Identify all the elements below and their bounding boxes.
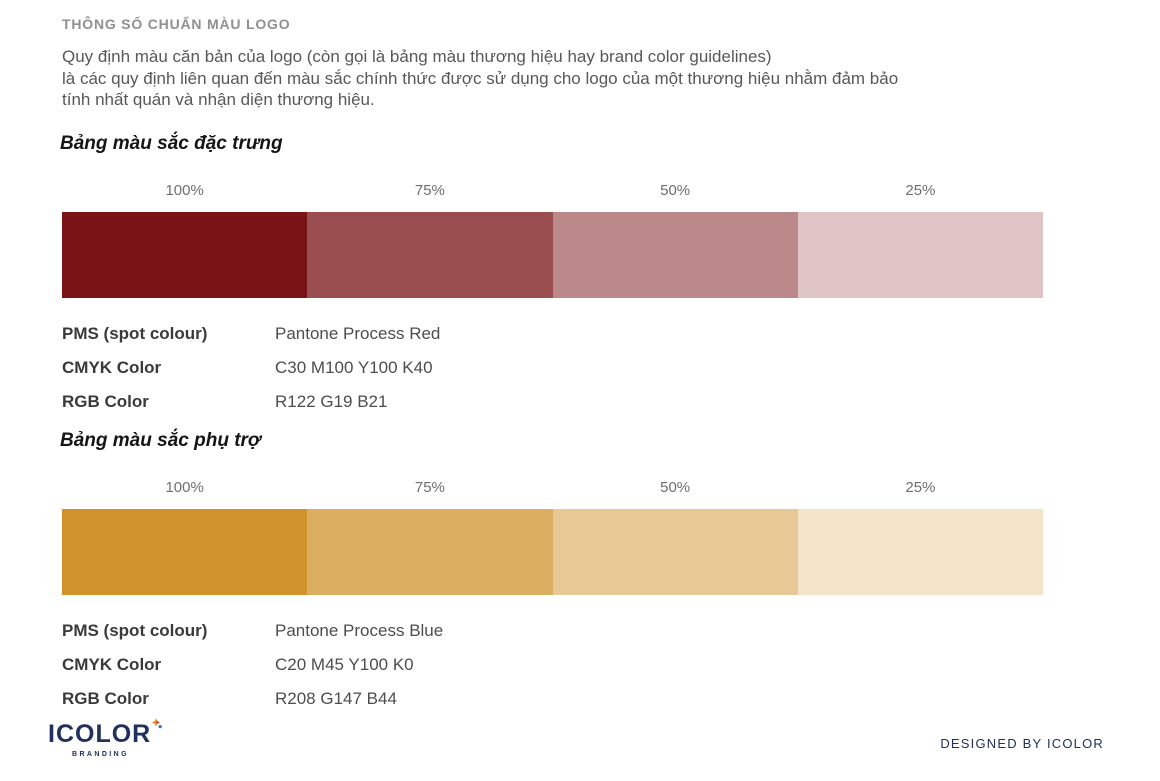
color-swatch-50 <box>552 211 798 298</box>
color-swatch-100 <box>62 211 308 298</box>
spec-row-pms: PMS (spot colour) Pantone Process Red <box>62 324 1160 344</box>
spec-label: PMS (spot colour) <box>62 323 208 343</box>
color-swatch-50 <box>552 508 798 595</box>
primary-color-specs: PMS (spot colour) Pantone Process Red CM… <box>62 324 1160 412</box>
tint-percent-label-75: 75% <box>414 478 445 496</box>
spec-value: Pantone Process Red <box>275 323 441 343</box>
intro-paragraph: Quy định màu căn bản của logo (còn gọi l… <box>62 47 899 109</box>
spec-value: C20 M45 Y100 K0 <box>275 654 414 674</box>
secondary-palette-section: Bảng màu sắc phụ trợ 100% 75% 50% 25% PM… <box>60 429 1160 709</box>
color-swatch-25 <box>797 508 1043 595</box>
designed-by-credit: DESIGNED BY ICOLOR <box>940 736 1104 751</box>
spec-row-rgb: RGB Color R122 G19 B21 <box>62 392 1160 412</box>
spec-label: CMYK Color <box>62 357 162 377</box>
spec-value: Pantone Process Blue <box>275 620 444 640</box>
document-title: THÔNG SỐ CHUẨN MÀU LOGO <box>62 16 291 32</box>
tint-percent-label-50: 50% <box>660 181 691 199</box>
primary-tint-bar <box>62 211 1043 298</box>
primary-palette-section: Bảng màu sắc đặc trưng 100% 75% 50% 25% … <box>60 132 1160 412</box>
spec-row-rgb: RGB Color R208 G147 B44 <box>62 689 1160 709</box>
spec-row-pms: PMS (spot colour) Pantone Process Blue <box>62 621 1160 641</box>
secondary-tint-bar <box>62 508 1043 595</box>
spec-value: R122 G19 B21 <box>275 391 388 411</box>
color-swatch-25 <box>797 211 1043 298</box>
palette-heading-primary: Bảng màu sắc đặc trưng <box>60 132 283 154</box>
spec-value: R208 G147 B44 <box>275 688 397 708</box>
icolor-logo-wordmark: ICOLOR <box>48 718 163 748</box>
color-swatch-75 <box>307 211 553 298</box>
tint-percent-label-100: 100% <box>165 478 204 496</box>
spec-label: PMS (spot colour) <box>62 620 208 640</box>
tint-percent-label-100: 100% <box>165 181 204 199</box>
logo-branding-text: BRANDING <box>72 751 129 758</box>
sparkle-icon <box>151 718 163 729</box>
tint-percent-label-75: 75% <box>414 181 445 199</box>
tint-percent-label-25: 25% <box>905 181 936 199</box>
color-swatch-100 <box>62 508 308 595</box>
secondary-color-specs: PMS (spot colour) Pantone Process Blue C… <box>62 621 1160 709</box>
spec-value: C30 M100 Y100 K40 <box>275 357 433 377</box>
icolor-logo: ICOLOR BRANDING <box>48 718 163 758</box>
tint-percent-label-50: 50% <box>660 478 691 496</box>
spec-label: RGB Color <box>62 391 149 411</box>
icolor-logo-text: ICOLOR <box>48 720 152 748</box>
tint-percent-row: 100% 75% 50% 25% <box>62 181 1043 199</box>
spec-row-cmyk: CMYK Color C20 M45 Y100 K0 <box>62 655 1160 675</box>
spec-label: CMYK Color <box>62 654 162 674</box>
color-swatch-75 <box>307 508 553 595</box>
palette-heading-secondary: Bảng màu sắc phụ trợ <box>60 429 261 451</box>
spec-label: RGB Color <box>62 688 149 708</box>
spec-row-cmyk: CMYK Color C30 M100 Y100 K40 <box>62 358 1160 378</box>
tint-percent-label-25: 25% <box>905 478 936 496</box>
tint-percent-row: 100% 75% 50% 25% <box>62 478 1043 496</box>
